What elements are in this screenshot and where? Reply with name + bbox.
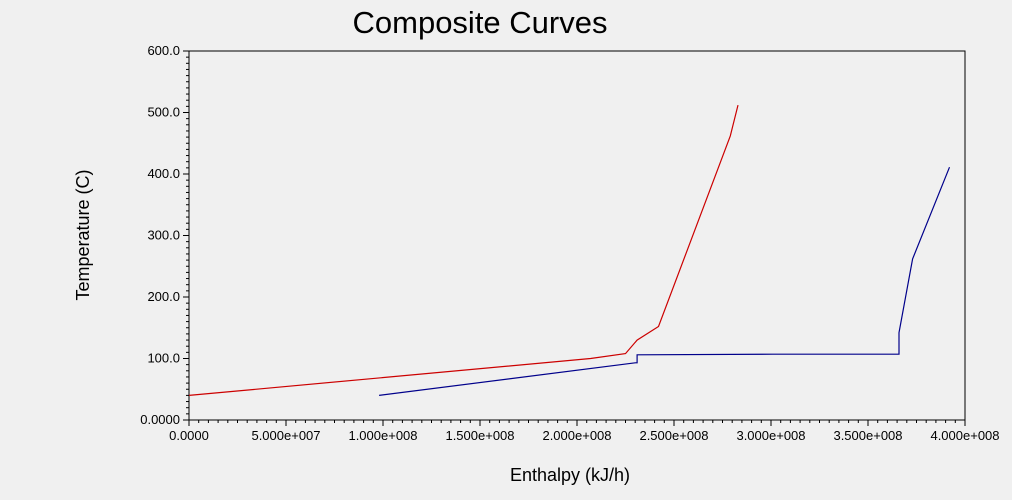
y-tick-label: 0.0000 <box>140 412 180 427</box>
x-tick-label: 5.000e+007 <box>251 428 320 443</box>
y-tick-label: 600.0 <box>147 43 180 58</box>
cold-composite-curve <box>379 166 951 396</box>
y-axis-label: Temperature (C) <box>73 169 93 300</box>
y-tick-label: 400.0 <box>147 166 180 181</box>
plot-area <box>188 50 966 421</box>
minor-ticks <box>186 50 966 423</box>
x-axis-label: Enthalpy (kJ/h) <box>510 465 630 485</box>
y-tick-label: 100.0 <box>147 351 180 366</box>
y-tick-label: 500.0 <box>147 105 180 120</box>
x-tick-label: 2.500e+008 <box>639 428 708 443</box>
y-tick-label: 300.0 <box>147 228 180 243</box>
y-tick-label: 200.0 <box>147 289 180 304</box>
x-axis-ticks: 0.0000 5.000e+007 1.000e+008 1.500e+008 2.00… <box>169 420 1000 443</box>
series-group <box>188 104 951 396</box>
hot-composite-curve <box>188 104 739 396</box>
x-tick-label: 0.0000 <box>169 428 209 443</box>
x-tick-label: 4.000e+008 <box>930 428 999 443</box>
x-tick-label: 1.500e+008 <box>445 428 514 443</box>
y-axis-ticks: 0.0000 100.0 200.0 300.0 400.0 500.0 600.0 <box>140 43 189 427</box>
x-tick-label: 2.000e+008 <box>542 428 611 443</box>
x-tick-label: 3.500e+008 <box>833 428 902 443</box>
x-tick-label: 1.000e+008 <box>348 428 417 443</box>
x-tick-label: 3.000e+008 <box>736 428 805 443</box>
chart-title: Composite Curves <box>353 5 608 40</box>
